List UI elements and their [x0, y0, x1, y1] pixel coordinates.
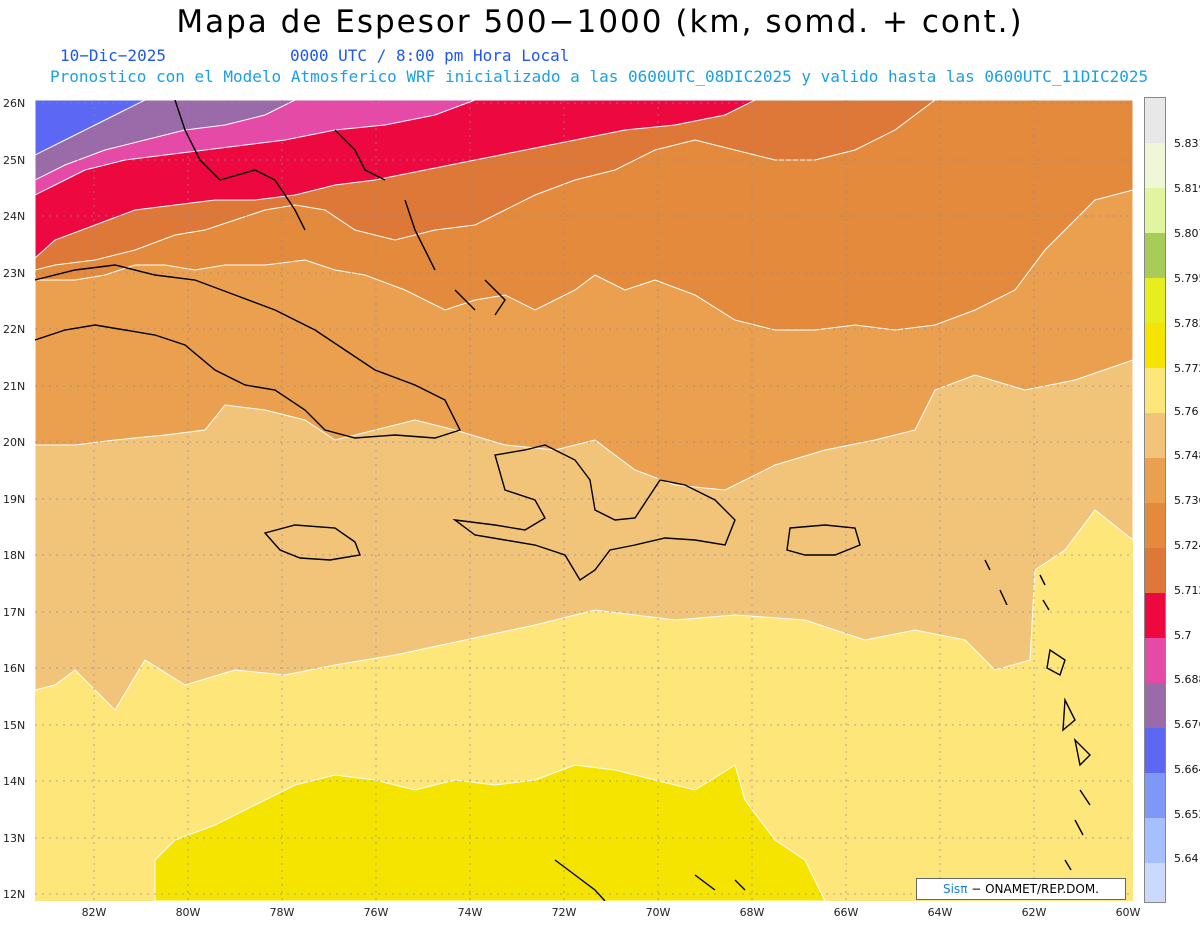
lat-label-26n: 26N: [3, 97, 26, 110]
lon-label-72w: 72W: [551, 906, 577, 919]
colorbar-label: 5.736: [1174, 494, 1200, 507]
lat-label-19n: 19N: [3, 493, 26, 506]
colorbar-label: 5.688: [1174, 673, 1200, 686]
colorbar-seg-16: [1145, 818, 1165, 863]
south-america-coast: [554, 859, 746, 901]
lon-label-82w: 82W: [81, 906, 107, 919]
map-title: Mapa de Espesor 500−1000 (km, somd. + co…: [176, 4, 1024, 40]
colorbar-label: 5.724: [1174, 539, 1200, 552]
coastlines: [35, 100, 1091, 901]
lat-label-23n: 23N: [3, 267, 26, 280]
puerto-rico-coast: [786, 524, 861, 556]
colorbar-seg-3: [1145, 233, 1165, 278]
colorbar-seg-2: [1145, 188, 1165, 233]
lon-label-60w: 60W: [1115, 906, 1141, 919]
lat-label-20n: 20N: [3, 436, 26, 449]
bahamas-islands: [334, 129, 506, 316]
lon-label-78w: 78W: [269, 906, 295, 919]
band-5772: [154, 764, 826, 901]
colorbar-seg-9: [1145, 503, 1165, 548]
lat-label-24n: 24N: [3, 210, 26, 223]
colorbar-label: 5.664: [1174, 763, 1200, 776]
colorbar-seg-6: [1145, 368, 1165, 413]
colorbar-label: 5.783: [1174, 317, 1200, 330]
lat-label-12n: 12N: [3, 888, 26, 901]
colorbar-seg-5: [1145, 323, 1165, 368]
colorbar-seg-14: [1145, 728, 1165, 773]
colorbar-seg-15: [1145, 773, 1165, 818]
lon-label-62w: 62W: [1021, 906, 1047, 919]
colorbar-label: 5.831: [1174, 137, 1200, 150]
lat-label-14n: 14N: [3, 775, 26, 788]
lat-label-16n: 16N: [3, 662, 26, 675]
colorbar-seg-1: [1145, 143, 1165, 188]
lon-label-64w: 64W: [927, 906, 953, 919]
colorbar-seg-0: [1145, 98, 1165, 143]
lesser-antilles: [984, 559, 1091, 871]
sispi-logo: Sisπ: [942, 882, 968, 896]
colorbar-label: 5.64: [1174, 852, 1199, 865]
colorbar-label: 5.712: [1174, 584, 1200, 597]
jamaica-coast: [263, 524, 361, 561]
colorbar-seg-4: [1145, 278, 1165, 323]
colorbar-seg-7: [1145, 413, 1165, 458]
colorbar-seg-13: [1145, 683, 1165, 728]
lat-label-15n: 15N: [3, 719, 26, 732]
lat-label-25n: 25N: [3, 154, 26, 167]
lon-label-70w: 70W: [645, 906, 671, 919]
colorbar-label: 5.676: [1174, 718, 1200, 731]
lat-label-18n: 18N: [3, 549, 26, 562]
lat-label-22n: 22N: [3, 323, 26, 336]
colorbar-seg-11: [1145, 593, 1165, 638]
model-description: Pronostico con el Modelo Atmosferico WRF…: [50, 67, 1149, 86]
colorbar-seg-12: [1145, 638, 1165, 683]
hispaniola-coast: [452, 444, 736, 581]
lat-label-17n: 17N: [3, 606, 26, 619]
colorbar-label: 5.652: [1174, 808, 1200, 821]
lat-label-21n: 21N: [3, 380, 26, 393]
credit-text: − ONAMET/REP.DOM.: [967, 882, 1099, 896]
forecast-date: 10−Dic−2025: [60, 46, 166, 65]
credit-box: Sisπ − ONAMET/REP.DOM.: [916, 878, 1126, 900]
lon-label-74w: 74W: [457, 906, 483, 919]
colorbar-label: 5.7: [1174, 629, 1192, 642]
lon-label-76w: 76W: [363, 906, 389, 919]
grid-lines: [35, 100, 1133, 901]
colorbar: [1144, 97, 1166, 903]
colorbar-label: 5.807: [1174, 227, 1200, 240]
colorbar-label: 5.748: [1174, 449, 1200, 462]
colorbar-seg-17: [1145, 863, 1165, 902]
colorbar-label: 5.772: [1174, 362, 1200, 375]
forecast-time: 0000 UTC / 8:00 pm Hora Local: [290, 46, 570, 65]
florida-coast: [174, 100, 306, 231]
colorbar-seg-8: [1145, 458, 1165, 503]
colorbar-label: 5.819: [1174, 182, 1200, 195]
thickness-map: [35, 100, 1133, 901]
lat-label-13n: 13N: [3, 832, 26, 845]
colorbar-label: 5.76: [1174, 405, 1199, 418]
lon-label-66w: 66W: [833, 906, 859, 919]
band-5664: [35, 100, 146, 156]
lon-label-80w: 80W: [175, 906, 201, 919]
colorbar-label: 5.795: [1174, 272, 1200, 285]
colorbar-seg-10: [1145, 548, 1165, 593]
lon-label-68w: 68W: [739, 906, 765, 919]
cuba-coast: [35, 264, 461, 439]
